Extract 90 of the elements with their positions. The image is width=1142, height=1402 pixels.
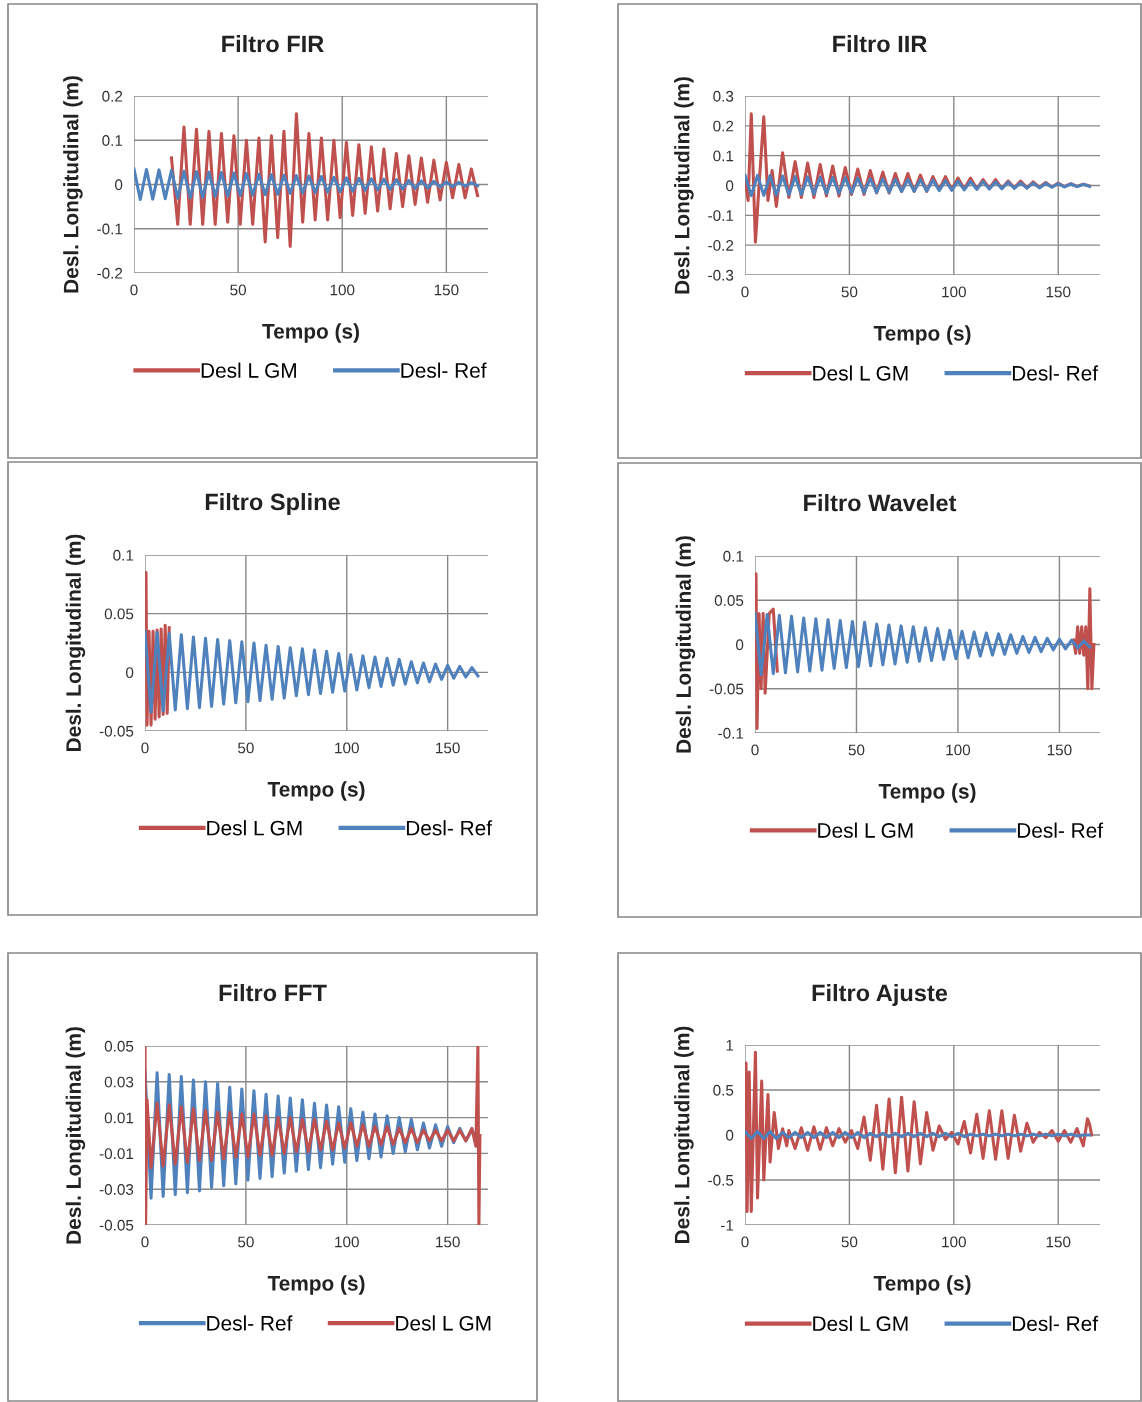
y-tick-label: -0.05 [709,683,744,695]
x-axis-title: Tempo (s) [267,781,365,801]
y-tick-label: 0.05 [104,608,134,620]
y-tick-label: 0.1 [713,150,734,162]
x-tick-label: 150 [436,1236,460,1248]
y-tick-label: 0.01 [104,1112,134,1124]
x-axis-title: Tempo (s) [878,783,976,803]
y-tick-label: 0.1 [102,135,123,146]
y-tick-label: 0.3 [713,90,734,102]
line-series [134,167,480,202]
x-tick-label: 150 [434,284,459,296]
chart-title: Filtro Ajuste [812,983,948,1007]
y-tick-label: 0.2 [713,120,734,132]
legend-label: Desl- Ref [1017,822,1104,838]
y-tick-label: -0.03 [99,1184,134,1195]
legend-label: Desl L GM [813,365,908,381]
x-tick-label: 150 [1046,286,1071,298]
x-tick-label: 0 [751,744,759,756]
x-tick-label: 100 [335,1236,359,1248]
x-axis-title: Tempo (s) [873,1275,971,1295]
y-tick-label: -0.5 [708,1174,734,1186]
y-tick-label: -0.2 [97,267,123,279]
y-tick-label: -0.1 [718,727,744,739]
x-tick-label: 0 [141,1236,149,1248]
y-axis-title: Desl. Longitudinal (m) [65,1027,86,1244]
x-tick-label: 100 [942,1236,966,1248]
legend-label: Desl L GM [813,1315,908,1332]
legend-label: Desl- Ref [401,362,487,378]
y-tick-label: 0.2 [102,90,123,102]
x-tick-label: 150 [436,742,460,754]
line-series [145,1046,482,1225]
y-tick-label: 0.1 [723,550,744,562]
x-tick-label: 50 [238,742,254,754]
legend-label: Desl L GM [201,362,296,378]
y-tick-label: 0 [114,179,123,191]
y-tick-label: 0.1 [113,549,134,561]
y-tick-label: -0.2 [708,240,734,251]
y-axis-title: Desl. Longitudinal (m) [63,76,83,293]
legend-label: Desl L GM [818,822,913,838]
line-series [745,1050,1094,1214]
x-tick-label: 50 [848,744,865,756]
chart-title: Filtro Wavelet [804,493,957,512]
chart-title: Filtro FIR [222,35,324,53]
y-tick-label: 0.05 [104,1040,134,1052]
line-series [145,629,480,714]
y-axis-title: Desl. Longitudinal (m) [674,77,694,294]
y-tick-label: 0 [725,180,734,192]
line-series [745,1129,1092,1141]
legend-label: Desl- Ref [406,820,493,836]
x-tick-label: 50 [230,284,247,296]
y-tick-label: -0.05 [99,725,134,737]
y-tick-label: 0 [735,639,744,651]
x-axis-title: Tempo (s) [267,1275,365,1295]
x-tick-label: 50 [841,1236,858,1248]
x-tick-label: 150 [1047,744,1072,756]
x-tick-label: 50 [841,286,858,298]
chart-title: Filtro Spline [205,492,340,516]
y-tick-label: -1 [720,1220,734,1231]
y-axis-title: Desl. Longitudinal (m) [675,536,696,753]
y-tick-label: 0 [725,1129,734,1141]
legend-label: Desl L GM [207,820,302,836]
chart-title: Filtro FFT [219,983,327,1002]
y-tick-label: 0.05 [714,595,744,606]
y-tick-label: -0.1 [97,223,123,235]
y-axis-title: Desl. Longitudinal (m) [65,534,86,751]
legend-label: Desl- Ref [207,1315,293,1331]
x-tick-label: 100 [946,744,971,756]
legend-label: Desl L GM [396,1315,491,1331]
y-tick-label: -0.3 [708,269,734,281]
x-tick-label: 100 [335,742,359,754]
y-tick-label: 1 [726,1040,734,1051]
chart-title: Filtro IIR [833,35,927,53]
y-tick-label: 0 [125,667,134,679]
x-tick-label: 0 [141,742,149,754]
line-series [745,173,1092,198]
y-axis-title: Desl. Longitudinal (m) [674,1026,694,1243]
y-tick-label: 0.03 [104,1076,134,1088]
y-tick-label: 0.5 [713,1084,734,1096]
x-tick-label: 150 [1046,1236,1071,1248]
y-tick-label: -0.01 [99,1148,134,1160]
x-tick-label: 100 [330,284,355,296]
y-tick-label: -0.1 [708,210,734,222]
x-axis-title: Tempo (s) [873,325,971,345]
legend-label: Desl- Ref [1012,1315,1099,1332]
x-axis-title: Tempo (s) [262,323,359,343]
x-tick-label: 100 [942,286,966,298]
legend-label: Desl- Ref [1012,365,1099,381]
x-tick-label: 50 [238,1236,254,1248]
line-series [755,611,1092,677]
y-tick-label: -0.05 [99,1219,134,1231]
